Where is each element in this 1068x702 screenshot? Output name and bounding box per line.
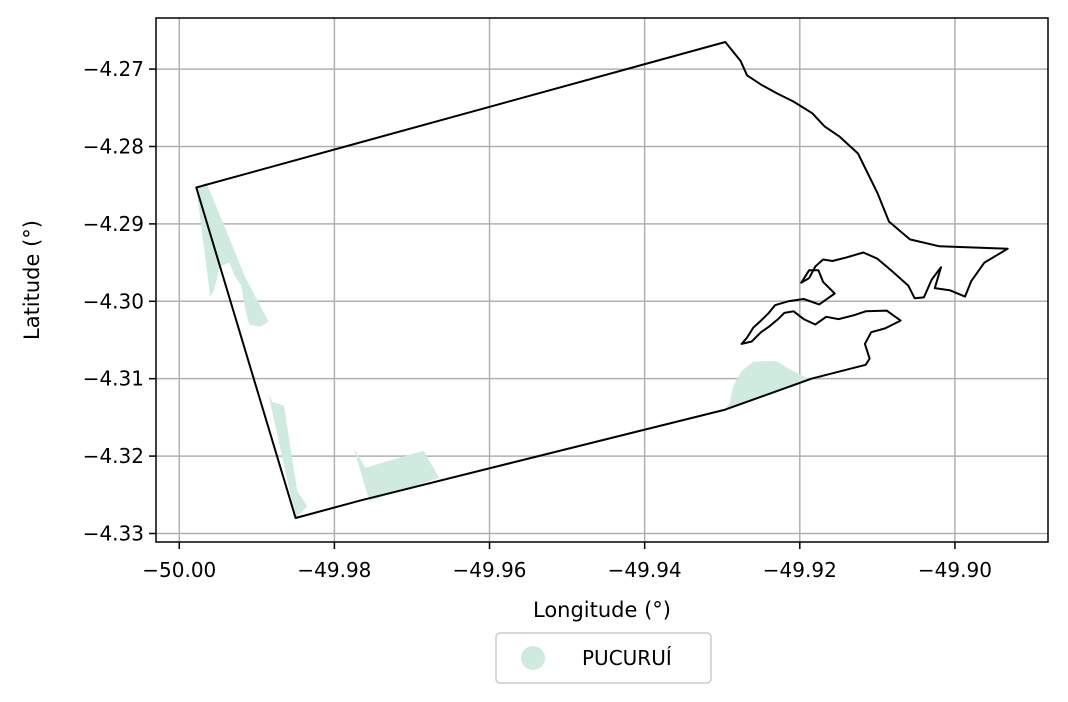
x-axis-ticks: −50.00 −49.98 −49.96 −49.94 −49.92 −49.90 bbox=[142, 542, 992, 582]
pucurui-area-1 bbox=[268, 394, 308, 518]
x-tick-label-1: −49.98 bbox=[297, 558, 371, 582]
x-tick-label-5: −49.90 bbox=[918, 558, 992, 582]
pucurui-area-3 bbox=[725, 360, 812, 410]
legend: PUCURUÍ bbox=[495, 632, 712, 684]
y-tick-label-0: −4.27 bbox=[83, 57, 144, 81]
pucurui-area-2 bbox=[353, 448, 440, 501]
y-tick-label-4: −4.31 bbox=[83, 367, 144, 391]
y-tick-label-5: −4.32 bbox=[83, 444, 144, 468]
plot-frame bbox=[155, 17, 1049, 543]
pucurui-area-layer bbox=[196, 182, 812, 518]
boundary-outline bbox=[195, 41, 1009, 519]
y-tick-label-2: −4.29 bbox=[83, 212, 144, 236]
legend-label-pucurui: PUCURUÍ bbox=[582, 646, 672, 670]
legend-marker-pucurui bbox=[521, 646, 545, 670]
y-tick-label-1: −4.28 bbox=[83, 134, 144, 158]
x-tick-label-2: −49.96 bbox=[453, 558, 527, 582]
x-tick-label-4: −49.92 bbox=[763, 558, 837, 582]
x-tick-label-3: −49.94 bbox=[608, 558, 682, 582]
boundary-layer bbox=[195, 41, 1009, 519]
y-tick-label-6: −4.33 bbox=[83, 521, 144, 545]
y-axis-title: Latitude (°) bbox=[20, 220, 44, 340]
x-tick-label-0: −50.00 bbox=[142, 558, 216, 582]
legend-frame bbox=[495, 632, 712, 684]
y-axis-ticks: −4.27 −4.28 −4.29 −4.30 −4.31 −4.32 −4.33 bbox=[83, 57, 156, 545]
x-axis-title: Longitude (°) bbox=[533, 598, 671, 622]
pucurui-area-0 bbox=[196, 182, 269, 327]
grid-lines bbox=[156, 18, 1048, 542]
y-tick-label-3: −4.30 bbox=[83, 289, 144, 313]
